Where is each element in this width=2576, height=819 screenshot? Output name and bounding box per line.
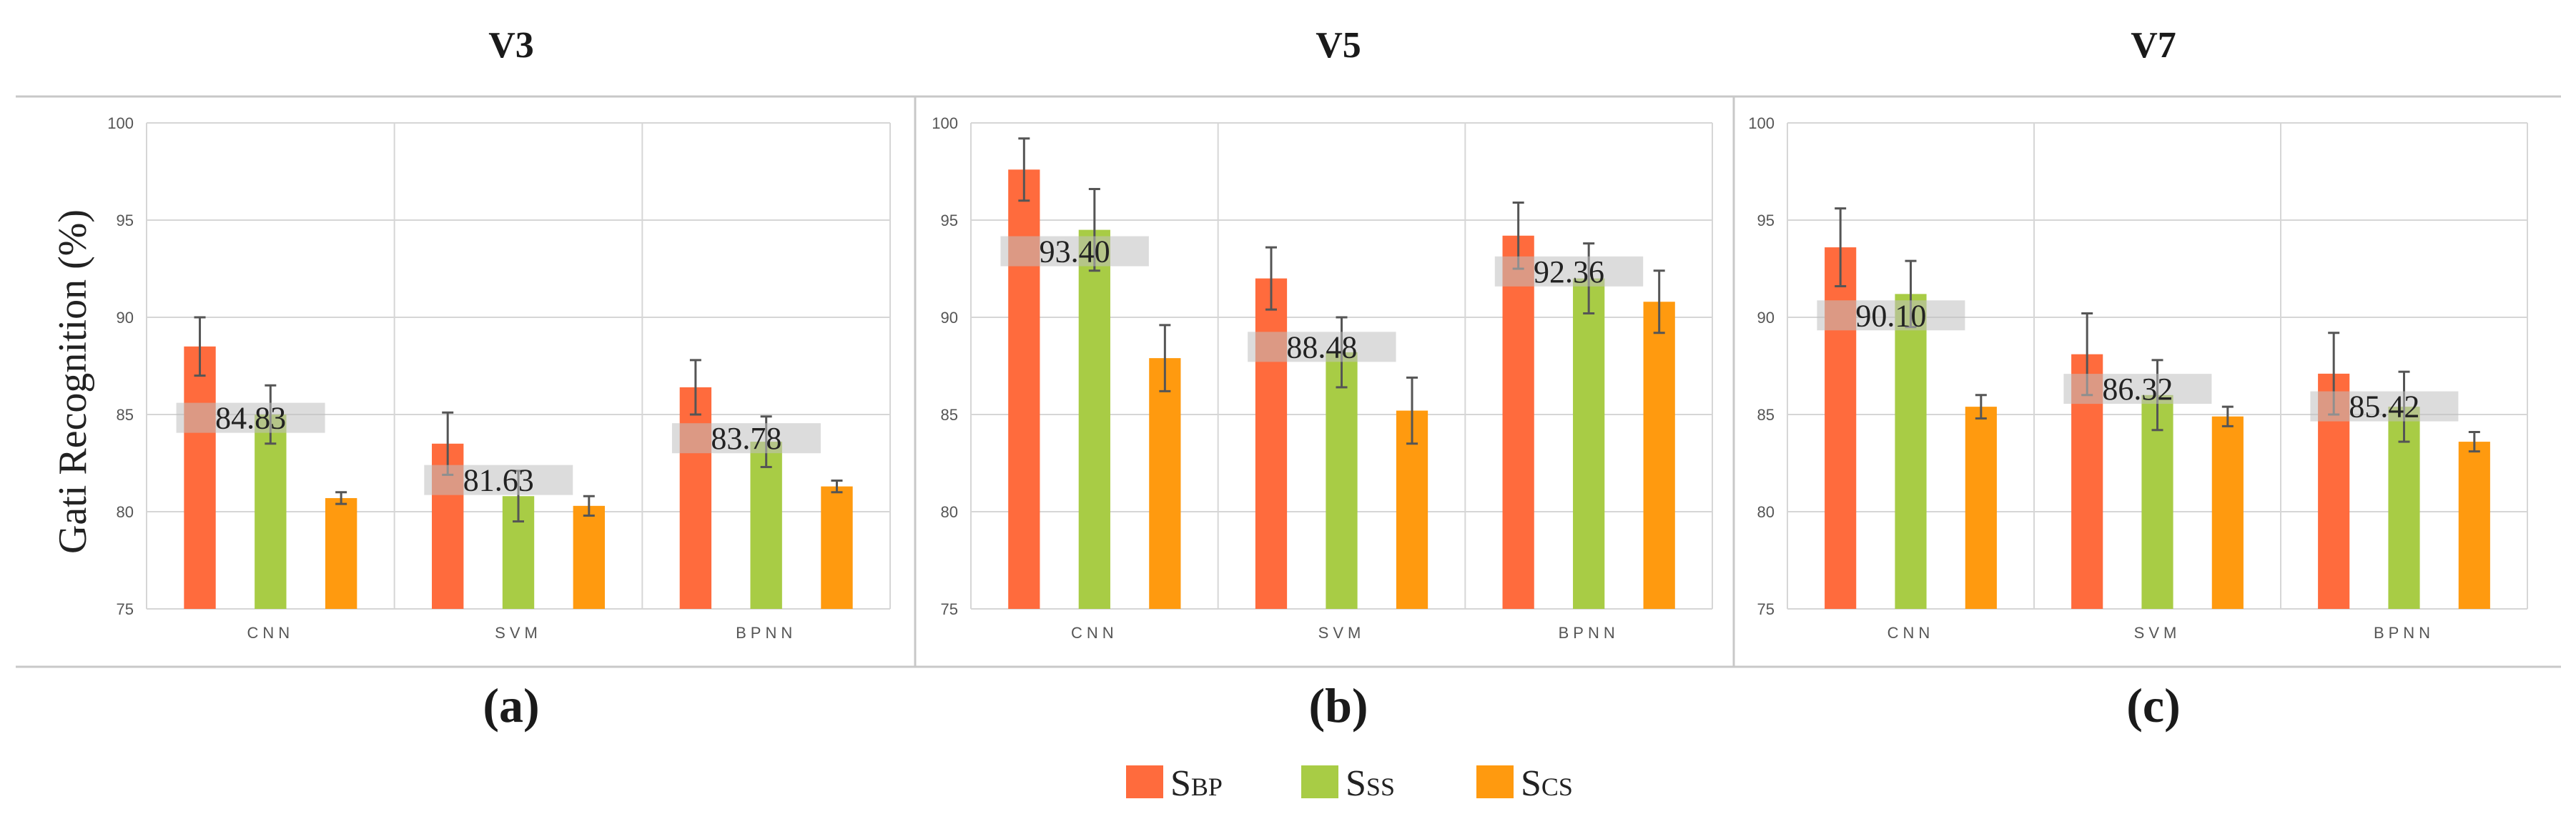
y-tick-label: 80 [941,503,958,521]
category-label: CNN [247,624,294,642]
bar-scs-svm [573,505,605,609]
y-tick-label: 95 [1757,212,1775,229]
y-tick-label: 95 [941,212,958,229]
mean-label: 92.36 [1534,254,1604,289]
category-label: SVM [1318,624,1366,642]
category-label: BPNN [2374,624,2434,642]
y-tick-label: 90 [117,309,134,327]
legend-label-sbp: SBP [1170,763,1223,804]
category-label: BPNN [1559,624,1619,642]
category-label: SVM [2134,624,2181,642]
bar-sss-svm [1326,352,1358,609]
mean-band [671,423,821,454]
y-tick-label: 75 [117,600,134,618]
panel-label: (c) [2126,678,2180,733]
mean-label: 86.32 [2102,372,2173,407]
y-tick-label: 100 [1748,114,1775,132]
bar-sss-bpnn [1573,278,1605,609]
mean-band [424,465,573,495]
category-label: CNN [1071,624,1118,642]
legend-swatch-scs [1476,765,1514,798]
legend-swatch-sbp [1126,765,1163,798]
bar-sss-bpnn [750,442,782,609]
bar-sbp-cnn [184,346,216,609]
legend-label-scs: SCS [1521,763,1573,804]
y-tick-label: 90 [941,309,958,327]
y-tick-label: 100 [107,114,134,132]
mean-band [1248,332,1396,362]
mean-band [1817,300,1965,331]
legend-swatch-sss [1301,765,1338,798]
mean-label: 81.63 [463,463,534,498]
bar-scs-bpnn [1643,302,1675,609]
y-tick-label: 75 [941,600,958,618]
bar-sbp-bpnn [679,387,712,609]
mean-band [1494,256,1644,287]
category-label: BPNN [736,624,796,642]
y-tick-label: 85 [1757,406,1775,424]
y-tick-label: 85 [117,406,134,424]
bar-sss-cnn [255,415,287,609]
legend: SBP SSS SCS [1126,763,1573,804]
y-tick-label: 80 [117,503,134,521]
panel-label: (a) [483,678,539,733]
category-label: SVM [495,624,542,642]
mean-label: 88.48 [1286,329,1357,364]
mean-label: 93.40 [1040,234,1110,269]
y-axis-label: Gati Recognition (%) [51,209,95,554]
panel-title: V7 [2131,25,2176,66]
mean-label: 84.83 [215,401,286,436]
bar-scs-cnn [1149,358,1181,609]
mean-band [2063,374,2212,404]
bar-sbp-bpnn [1502,235,1534,609]
bar-scs-svm [2211,416,2244,609]
mean-label: 85.42 [2349,389,2419,425]
y-tick-label: 80 [1757,503,1775,521]
panel-v7: V7 (c) 75 80 85 90 95 100 CNN 90.10 SVM 86.32 BPNN 85… [1748,25,2528,733]
bar-scs-cnn [1965,407,1997,609]
panel-title: V5 [1316,25,1361,66]
legend-label-sss: SSS [1346,763,1395,804]
bar-sss-cnn [1895,294,1927,609]
category-label: CNN [1887,624,1935,642]
bar-scs-bpnn [2458,442,2490,609]
panel-v3: V3 (a) 75 80 85 90 95 100 CNN 84.83 SVM 81.63 BPNN 83… [107,25,891,733]
panel-v5: V5 (b) 75 80 85 90 95 100 CNN 93.40 SVM 88.48 BPNN 92… [932,25,1713,733]
mean-band [1000,236,1149,267]
bar-scs-cnn [325,497,357,609]
mean-band [176,402,325,433]
mean-label: 83.78 [711,421,781,456]
bar-sss-cnn [1078,229,1110,610]
mean-band [2310,391,2459,422]
panels: V3 (a) 75 80 85 90 95 100 CNN 84.83 SVM 81.63 BPNN 83… [107,25,2528,733]
y-tick-label: 100 [932,114,958,132]
y-tick-label: 75 [1757,600,1775,618]
y-tick-label: 90 [1757,309,1775,327]
mean-label: 90.10 [1855,298,1926,333]
bar-sbp-cnn [1008,169,1040,609]
y-tick-label: 95 [117,212,134,229]
bar-sbp-svm [1255,278,1288,609]
panel-label: (b) [1308,678,1368,733]
panel-title: V3 [488,25,534,66]
y-tick-label: 85 [941,406,958,424]
bar-scs-bpnn [821,486,853,609]
